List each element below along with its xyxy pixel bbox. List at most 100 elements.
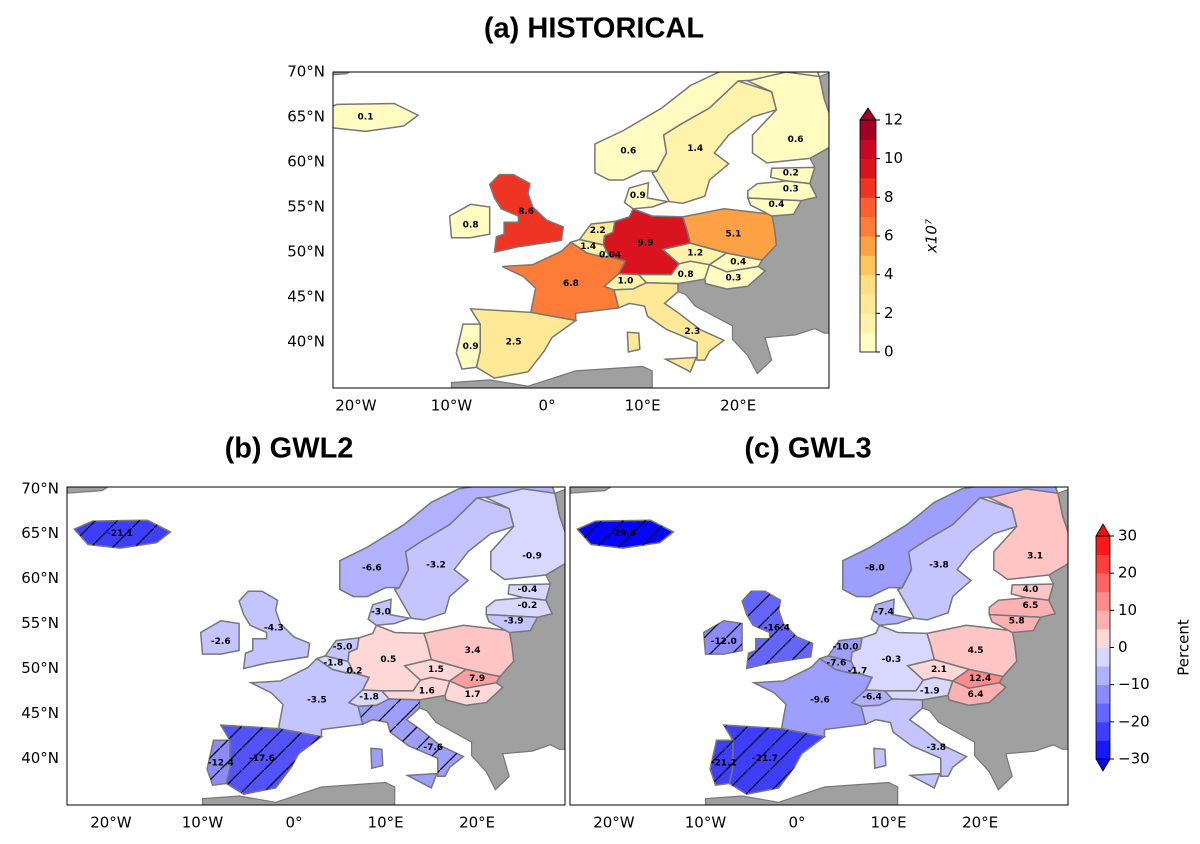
- x-tick-label: 0°: [286, 814, 303, 832]
- region-label: 1.6: [419, 686, 435, 696]
- hatch: [220, 725, 322, 795]
- region-label: 6.8: [563, 279, 579, 289]
- colorbar-label: Percent: [1175, 619, 1193, 676]
- region-label: 0.04: [599, 250, 621, 260]
- colorbar-bin: [1096, 647, 1110, 667]
- region-label: 0.3: [783, 185, 799, 195]
- region-label: -0.9: [522, 552, 542, 562]
- country: [662, 356, 698, 373]
- y-tick-label: 50°N: [287, 243, 325, 261]
- colorbar-tick-label: 0: [884, 343, 894, 361]
- y-tick-label: 45°N: [287, 288, 325, 306]
- region-label: -16.4: [764, 624, 790, 634]
- region-label: -0.2: [518, 601, 538, 611]
- colorbar-bin: [860, 120, 876, 140]
- x-tick-label: 10°W: [182, 814, 224, 832]
- y-tick-label: 45°N: [21, 704, 59, 722]
- region-label: -3.5: [307, 695, 327, 705]
- axes-frame: [569, 486, 1069, 806]
- region-label: 7.9: [469, 674, 485, 684]
- country: [488, 173, 565, 254]
- panel-title: (c) GWL3: [744, 433, 871, 465]
- colorbar-tick-label: −30: [1118, 750, 1150, 768]
- country: [745, 72, 829, 164]
- region-label: -6.4: [862, 693, 882, 703]
- hatch: [742, 591, 813, 669]
- region-label: 0.6: [620, 147, 636, 157]
- region-label: 1.4: [687, 144, 703, 154]
- region-label: -29.8: [610, 529, 636, 539]
- hatch: [358, 699, 464, 777]
- colorbar-bin: [1096, 684, 1110, 704]
- colorbar-tick-label: 20: [1118, 564, 1137, 582]
- y-tick-label: 55°N: [287, 198, 325, 216]
- axes-frame: [66, 486, 566, 806]
- colorbar-bin: [860, 197, 876, 218]
- region-label: -6.6: [362, 563, 382, 573]
- y-tick-label: 55°N: [21, 614, 59, 632]
- region-label: 0.2: [783, 168, 799, 178]
- region-label: 0.3: [725, 274, 741, 284]
- panel-title: (a) HISTORICAL: [484, 13, 704, 45]
- country: [367, 598, 413, 627]
- other-land: [67, 487, 110, 494]
- colorbar-tick-label: 30: [1118, 527, 1137, 545]
- x-tick-label: 10°E: [368, 814, 404, 832]
- country: [926, 624, 1018, 678]
- region-label: 4.0: [1022, 585, 1038, 595]
- region-label: -3.9: [504, 616, 524, 626]
- region-label: 6.5: [1022, 601, 1038, 611]
- country: [860, 698, 968, 778]
- country: [423, 624, 515, 678]
- map: 0.1 0.8 8.6 6.8 2.5 0.9 1.4 2.2 0.04 9.9 0.9 1.0 0.8…: [333, 72, 829, 388]
- region-label: -0.4: [518, 585, 538, 595]
- country: [988, 613, 1042, 634]
- region-label: -3.0: [371, 607, 391, 617]
- region-label: -0.3: [881, 655, 901, 665]
- colorbar-tick-label: 2: [884, 304, 894, 322]
- region-label: 0.5: [380, 655, 396, 665]
- hatch: [723, 725, 825, 795]
- x-tick-label: 20°E: [459, 814, 495, 832]
- region-label: 6.4: [968, 690, 984, 700]
- x-tick-label: 10°W: [685, 814, 727, 832]
- colorbar-extend: [1095, 758, 1111, 772]
- colorbar-bin: [1096, 554, 1110, 574]
- other-land: [450, 365, 653, 388]
- x-tick-label: 10°E: [625, 397, 661, 415]
- region-label: 5.1: [725, 230, 741, 240]
- region-label: -17.6: [249, 754, 275, 764]
- colorbar-tick-label: 12: [884, 111, 903, 129]
- region-label: 4.5: [968, 646, 984, 656]
- region-label: 0.8: [678, 270, 694, 280]
- region-label: -3.8: [926, 743, 946, 753]
- y-tick-label: 40°N: [21, 749, 59, 767]
- x-tick-label: 0°: [539, 397, 556, 415]
- other-land: [704, 781, 899, 805]
- country: [393, 496, 515, 621]
- colorbar-bin: [860, 139, 876, 160]
- region-label: 0.9: [630, 191, 646, 201]
- x-tick-label: 20°W: [593, 814, 635, 832]
- region-label: 1.4: [580, 242, 596, 252]
- region-label: 1.5: [428, 665, 444, 675]
- region-label: 2.1: [931, 665, 947, 675]
- country: [907, 772, 941, 789]
- colorbar-bin: [1096, 573, 1110, 593]
- region-label: -1.8: [359, 693, 379, 703]
- region-label: 2.2: [590, 226, 606, 236]
- colorbar-bin: [860, 216, 876, 237]
- colorbar-bin: [860, 313, 876, 334]
- region-label: -10.0: [833, 642, 859, 652]
- region-label: 1.7: [465, 690, 481, 700]
- colorbar-tick-label: 4: [884, 265, 894, 283]
- region-label: 3.1: [1027, 552, 1043, 562]
- x-tick-label: 10°E: [871, 814, 907, 832]
- region-label: -12.4: [208, 758, 234, 768]
- region-label: 1.0: [617, 276, 633, 286]
- x-tick-label: 10°W: [431, 397, 473, 415]
- region-label: -2.6: [211, 637, 231, 647]
- region-label: 1.2: [687, 248, 703, 258]
- colorbar-bin: [1096, 628, 1110, 648]
- region-label: -1.8: [324, 659, 344, 669]
